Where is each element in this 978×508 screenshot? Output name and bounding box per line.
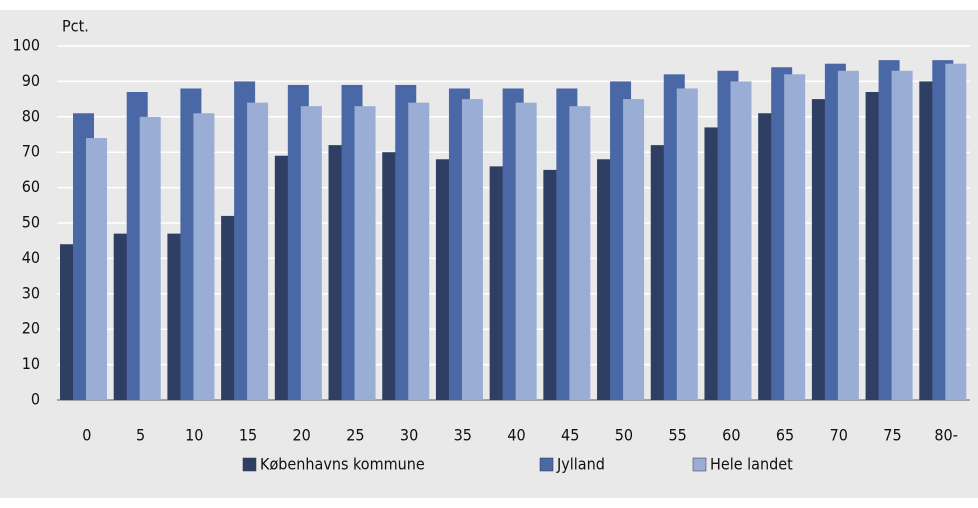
y-tick-label: 80 bbox=[22, 106, 40, 125]
x-tick-label: 45 bbox=[561, 426, 579, 445]
bar bbox=[408, 102, 430, 400]
bar bbox=[247, 102, 269, 400]
bar bbox=[86, 138, 107, 401]
bar bbox=[354, 106, 376, 401]
y-tick-label: 70 bbox=[22, 142, 40, 161]
x-tick-label: 60 bbox=[722, 426, 740, 445]
y-tick-label: 40 bbox=[22, 248, 40, 267]
legend-label: Københavns kommune bbox=[260, 455, 425, 474]
bar bbox=[676, 88, 698, 400]
bar bbox=[515, 102, 537, 400]
x-tick-label: 80- bbox=[934, 426, 958, 445]
legend-label: Jylland bbox=[556, 455, 605, 474]
bar bbox=[193, 113, 215, 400]
bar bbox=[730, 81, 752, 401]
y-tick-label: 0 bbox=[31, 390, 40, 409]
y-tick-label: 50 bbox=[22, 213, 40, 232]
legend-label: Hele landet bbox=[710, 455, 793, 474]
x-tick-label: 70 bbox=[830, 426, 848, 445]
x-tick-label: 0 bbox=[82, 426, 91, 445]
x-tick-label: 65 bbox=[776, 426, 794, 445]
bar bbox=[891, 70, 913, 400]
y-axis-label: Pct. bbox=[62, 17, 89, 36]
bar bbox=[837, 70, 859, 400]
bar bbox=[945, 63, 967, 400]
bar bbox=[139, 116, 161, 401]
y-tick-label: 100 bbox=[13, 36, 40, 55]
x-tick-label: 40 bbox=[507, 426, 525, 445]
x-tick-label: 15 bbox=[239, 426, 257, 445]
y-tick-label: 30 bbox=[22, 283, 40, 302]
legend-swatch bbox=[539, 457, 554, 472]
bar bbox=[461, 99, 483, 400]
x-tick-label: 30 bbox=[400, 426, 418, 445]
y-tick-label: 20 bbox=[22, 319, 40, 338]
legend-swatch bbox=[242, 457, 257, 472]
y-tick-label: 90 bbox=[22, 71, 40, 90]
x-tick-label: 50 bbox=[615, 426, 633, 445]
bar bbox=[300, 106, 322, 401]
bar bbox=[784, 74, 806, 400]
y-tick-label: 60 bbox=[22, 177, 40, 196]
x-tick-label: 75 bbox=[883, 426, 901, 445]
x-tick-label: 25 bbox=[346, 426, 364, 445]
bar bbox=[623, 99, 645, 400]
legend-swatch bbox=[692, 457, 707, 472]
y-tick-label: 10 bbox=[22, 354, 40, 373]
x-tick-label: 5 bbox=[136, 426, 145, 445]
x-tick-label: 35 bbox=[454, 426, 472, 445]
x-tick-label: 55 bbox=[668, 426, 686, 445]
x-tick-label: 20 bbox=[293, 426, 311, 445]
bar bbox=[569, 106, 591, 401]
x-tick-label: 10 bbox=[185, 426, 203, 445]
